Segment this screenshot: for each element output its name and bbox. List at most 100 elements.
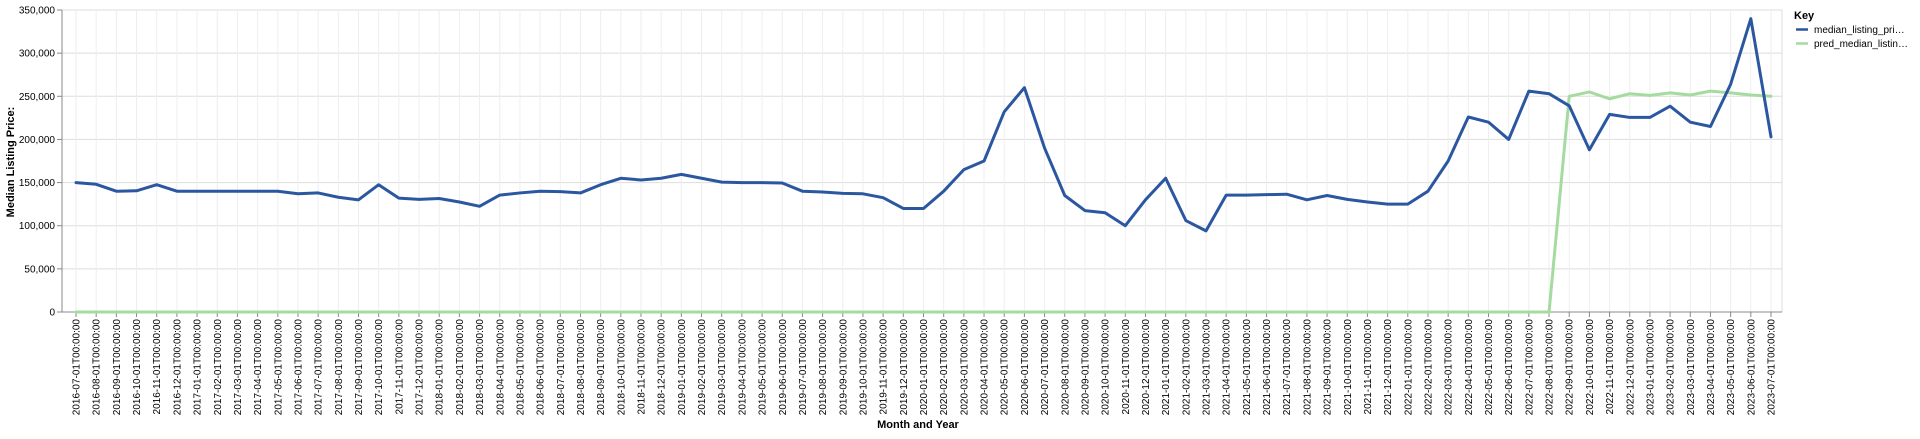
x-tick-label: 2017-08-01T00:00:00 [334,319,345,416]
y-tick-label: 150,000 [19,178,56,189]
y-tick-label: 250,000 [19,92,56,103]
x-tick-label: 2022-10-01T00:00:00 [1585,319,1596,416]
x-tick-label: 2018-03-01T00:00:00 [475,319,486,416]
x-tick-label: 2021-02-01T00:00:00 [1181,319,1192,416]
x-tick-label: 2021-05-01T00:00:00 [1242,319,1253,416]
legend-title: Key [1794,10,1815,22]
x-tick-label: 2018-02-01T00:00:00 [455,319,466,416]
x-tick-label: 2022-11-01T00:00:00 [1605,319,1616,415]
y-tick-label: 100,000 [19,221,56,232]
x-tick-label: 2023-03-01T00:00:00 [1686,319,1697,416]
x-tick-label: 2023-01-01T00:00:00 [1645,319,1656,416]
x-tick-label: 2017-02-01T00:00:00 [213,319,224,416]
y-tick-label: 0 [49,308,55,319]
x-tick-label: 2019-01-01T00:00:00 [677,319,688,416]
x-tick-label: 2019-08-01T00:00:00 [818,319,829,416]
x-tick-label: 2016-11-01T00:00:00 [152,319,163,415]
x-tick-label: 2022-09-01T00:00:00 [1565,319,1576,416]
x-tick-label: 2019-06-01T00:00:00 [778,319,789,416]
x-tick-label: 2019-04-01T00:00:00 [737,319,748,416]
grid-lines [62,9,1783,313]
x-tick-label: 2019-11-01T00:00:00 [879,319,890,415]
x-tick-label: 2019-07-01T00:00:00 [798,319,809,416]
x-tick-label: 2022-01-01T00:00:00 [1403,319,1414,416]
x-tick-label: 2018-05-01T00:00:00 [515,319,526,416]
y-axis-title: Median Listing Price: [5,107,17,218]
x-tick-label: 2018-04-01T00:00:00 [495,319,506,416]
x-tick-label: 2023-07-01T00:00:00 [1767,319,1778,416]
x-tick-label: 2017-01-01T00:00:00 [193,319,204,416]
x-tick-label: 2019-12-01T00:00:00 [899,319,910,416]
y-tick-label: 200,000 [19,135,56,146]
x-tick-label: 2017-09-01T00:00:00 [354,319,365,416]
x-tick-label: 2017-12-01T00:00:00 [415,319,426,416]
x-tick-label: 2016-12-01T00:00:00 [172,319,183,416]
x-tick-label: 2020-07-01T00:00:00 [1040,319,1051,416]
x-tick-label: 2022-05-01T00:00:00 [1484,319,1495,416]
x-tick-label: 2021-06-01T00:00:00 [1262,319,1273,416]
x-tick-label: 2021-03-01T00:00:00 [1202,319,1213,416]
x-tick-label: 2019-05-01T00:00:00 [758,319,769,416]
x-tick-label: 2018-08-01T00:00:00 [576,319,587,416]
x-tick-label: 2017-05-01T00:00:00 [273,319,284,416]
y-tick-label: 350,000 [19,6,56,17]
x-tick-label: 2018-12-01T00:00:00 [657,319,668,416]
x-tick-label: 2017-11-01T00:00:00 [394,319,405,415]
x-tick-label: 2021-09-01T00:00:00 [1323,319,1334,416]
x-tick-label: 2021-07-01T00:00:00 [1282,319,1293,416]
x-tick-label: 2022-08-01T00:00:00 [1545,319,1556,416]
x-tick-label: 2018-09-01T00:00:00 [596,319,607,416]
x-tick-label: 2022-07-01T00:00:00 [1524,319,1535,416]
x-tick-label: 2021-08-01T00:00:00 [1302,319,1313,416]
legend: Key median_listing_pri… pred_median_listi… [1794,10,1908,50]
x-tick-label: 2023-02-01T00:00:00 [1666,319,1677,416]
x-tick-label: 2020-09-01T00:00:00 [1080,319,1091,416]
x-tick-label: 2018-01-01T00:00:00 [435,319,446,416]
x-tick-label: 2017-04-01T00:00:00 [253,319,264,416]
x-tick-label: 2023-04-01T00:00:00 [1706,319,1717,416]
x-tick-label: 2017-07-01T00:00:00 [314,319,325,416]
x-tick-label: 2016-09-01T00:00:00 [112,319,123,416]
y-axis: 0 50,000 100,000 150,000 200,000 250,000 300,0… [19,6,63,319]
x-tick-label: 2021-11-01T00:00:00 [1363,319,1374,415]
x-tick-label: 2019-09-01T00:00:00 [838,319,849,416]
x-tick-label: 2020-01-01T00:00:00 [919,319,930,416]
x-tick-label: 2016-10-01T00:00:00 [132,319,143,416]
legend-label-1: pred_median_listin… [1814,39,1908,50]
x-tick-label: 2018-06-01T00:00:00 [536,319,547,416]
x-tick-label: 2019-03-01T00:00:00 [717,319,728,416]
series-line-1 [74,89,1773,314]
x-axis-title: Month and Year [877,419,959,431]
x-tick-label: 2022-02-01T00:00:00 [1423,319,1434,416]
x-tick-label: 2017-10-01T00:00:00 [374,319,385,416]
x-tick-label: 2018-07-01T00:00:00 [556,319,567,416]
y-tick-label: 300,000 [19,49,56,60]
x-tick-label: 2021-04-01T00:00:00 [1222,319,1233,416]
x-tick-label: 2019-10-01T00:00:00 [858,319,869,416]
x-tick-label: 2022-03-01T00:00:00 [1444,319,1455,416]
x-tick-label: 2017-03-01T00:00:00 [233,319,244,416]
x-tick-label: 2021-10-01T00:00:00 [1343,319,1354,416]
x-tick-label: 2020-06-01T00:00:00 [1020,319,1031,416]
x-tick-label: 2023-05-01T00:00:00 [1726,319,1737,416]
x-tick-label: 2020-05-01T00:00:00 [1000,319,1011,416]
x-tick-label: 2021-12-01T00:00:00 [1383,319,1394,416]
x-tick-label: 2020-02-01T00:00:00 [939,319,950,416]
x-tick-label: 2023-06-01T00:00:00 [1746,319,1757,416]
x-tick-label: 2017-06-01T00:00:00 [293,319,304,416]
x-tick-label: 2018-10-01T00:00:00 [616,319,627,416]
x-tick-label: 2020-03-01T00:00:00 [959,319,970,416]
series-lines [74,17,1773,314]
x-tick-label: 2020-04-01T00:00:00 [980,319,991,416]
x-tick-label: 2021-01-01T00:00:00 [1161,319,1172,416]
x-tick-label: 2020-08-01T00:00:00 [1060,319,1071,416]
x-tick-label: 2020-11-01T00:00:00 [1121,319,1132,415]
x-tick-label: 2022-04-01T00:00:00 [1464,319,1475,416]
x-tick-label: 2020-12-01T00:00:00 [1141,319,1152,416]
x-tick-label: 2020-10-01T00:00:00 [1101,319,1112,416]
x-tick-label: 2016-07-01T00:00:00 [72,319,83,416]
x-axis: 2016-07-01T00:00:00 2016-08-01T00:00:00 20… [62,311,1782,416]
series-line-0 [74,17,1773,233]
